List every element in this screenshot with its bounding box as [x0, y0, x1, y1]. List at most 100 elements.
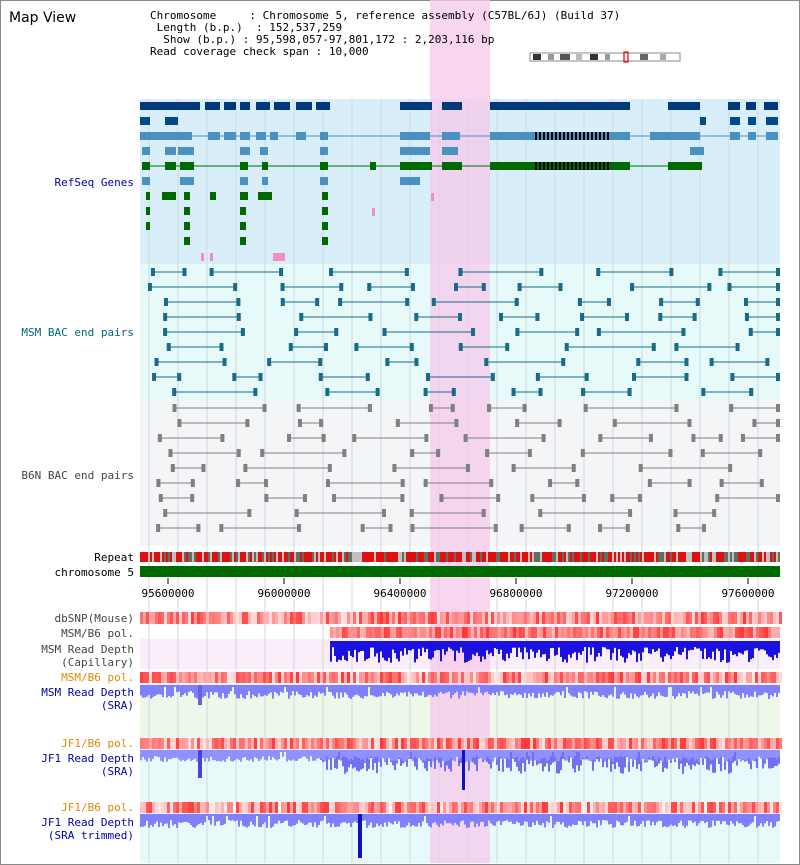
heat-cell [779, 612, 782, 624]
depth-bar [308, 750, 310, 762]
depth-bar [368, 685, 370, 687]
depth-bar [240, 814, 242, 821]
heat-cell [248, 612, 251, 624]
depth-bar [310, 814, 312, 823]
depth-bar [686, 685, 688, 698]
depth-bar [616, 750, 618, 757]
depth-bar [238, 814, 240, 827]
heat-cell [347, 612, 350, 624]
depth-bar [730, 641, 732, 652]
depth-bar [754, 750, 756, 760]
heat-cell [506, 738, 509, 749]
depth-bar [674, 685, 676, 699]
depth-bar [476, 685, 478, 694]
depth-bar [356, 750, 358, 758]
heat-cell [743, 672, 746, 683]
heat-cell [624, 627, 627, 638]
repeat-bar [646, 552, 648, 562]
heat-cell [413, 738, 416, 749]
gene-exon [240, 192, 248, 200]
depth-bar [718, 641, 720, 652]
heat-cell [369, 627, 372, 638]
depth-bar [624, 685, 626, 695]
depth-bar [262, 750, 264, 757]
repeat-bar [392, 552, 394, 562]
heat-cell [408, 627, 411, 638]
depth-bar [552, 685, 554, 696]
gene-exon [322, 192, 328, 200]
depth-bar [270, 685, 272, 693]
repeat-bar [644, 552, 646, 562]
depth-bar [178, 685, 180, 692]
heat-cell [224, 738, 227, 749]
repeat-bar [718, 552, 720, 562]
bac-end [201, 464, 206, 472]
depth-bar [246, 685, 248, 696]
depth-bar [554, 685, 556, 694]
heat-cell [623, 802, 626, 813]
heat-cell [275, 672, 278, 683]
gene-exon [766, 132, 778, 140]
bac-end [625, 524, 630, 532]
depth-bar [250, 750, 252, 760]
depth-bar [680, 750, 682, 761]
heat-cell [149, 672, 152, 683]
bac-end [436, 449, 441, 457]
track-label-refseq[interactable]: RefSeq Genes [54, 176, 134, 189]
heat-cell [473, 612, 476, 624]
depth-bar [648, 641, 650, 654]
gene-exon [240, 177, 248, 185]
heat-cell [563, 738, 566, 749]
track-label-msm-bac[interactable]: MSM BAC end pairs [21, 326, 134, 339]
heat-cell [410, 672, 413, 683]
bac-end [245, 419, 250, 427]
depth-bar [498, 641, 500, 655]
repeat-bar [320, 552, 322, 562]
depth-bar [152, 685, 154, 698]
depth-bar [486, 685, 488, 692]
heat-cell [161, 802, 164, 813]
depth-bar [534, 641, 536, 658]
heat-cell [425, 672, 428, 683]
heat-cell [536, 672, 539, 683]
exon-tick [539, 162, 541, 170]
depth-bar [550, 814, 552, 816]
bac-end [342, 449, 347, 457]
heat-cell [455, 672, 458, 683]
depth-bar [322, 750, 324, 761]
depth-bar [190, 685, 192, 692]
heat-cell [146, 802, 149, 813]
depth-bar [140, 814, 142, 827]
depth-bar [142, 814, 144, 827]
repeat-bar [282, 552, 284, 562]
heat-cell [660, 627, 663, 638]
heat-cell [188, 738, 191, 749]
track-label-b6n-bac[interactable]: B6N BAC end pairs [21, 469, 134, 482]
repeat-bar [534, 552, 536, 562]
repeat-bar [350, 552, 352, 562]
heat-cell [422, 738, 425, 749]
depth-bar [186, 685, 188, 696]
heat-cell [596, 802, 599, 813]
depth-bar [630, 750, 632, 760]
heat-cell [263, 612, 266, 624]
repeat-bar [300, 552, 302, 562]
heat-cell [254, 738, 257, 749]
heat-cell [353, 612, 356, 624]
depth-bar [540, 750, 542, 759]
heat-cell [597, 627, 600, 638]
heat-cell [776, 672, 779, 683]
gene-exon [764, 102, 778, 110]
heat-cell [413, 612, 416, 624]
depth-bar [140, 685, 142, 696]
depth-bar [470, 814, 472, 822]
heat-cell [551, 802, 554, 813]
heat-cell [329, 672, 332, 683]
heat-cell [185, 612, 188, 624]
repeat-bar [218, 552, 220, 562]
depth-bar [404, 750, 406, 762]
depth-bar [520, 641, 522, 653]
depth-bar [704, 685, 706, 694]
bac-end [424, 434, 429, 442]
